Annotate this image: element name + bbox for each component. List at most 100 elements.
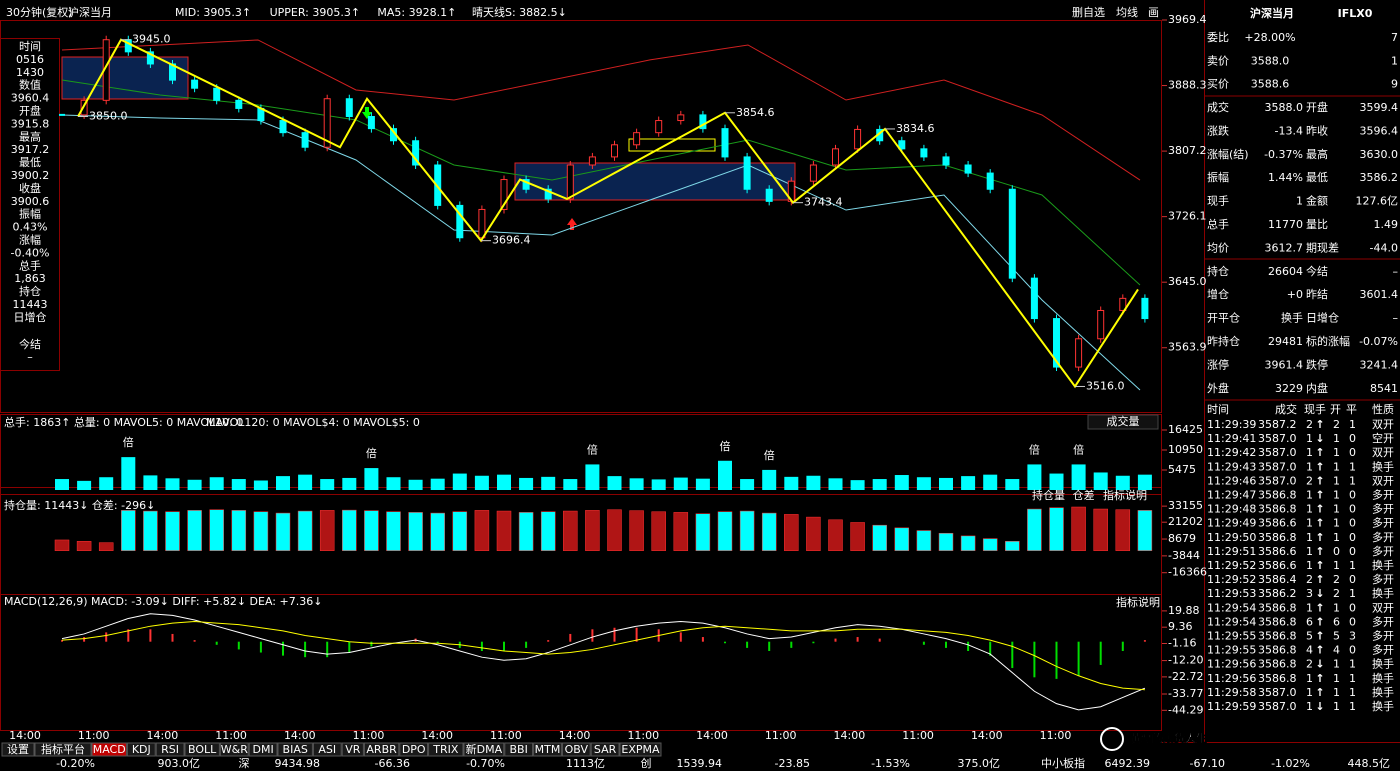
tab-bg[interactable] — [399, 742, 429, 757]
tab-bg[interactable] — [184, 742, 220, 757]
status-item: -0.20% — [56, 757, 95, 770]
y-tick-label: 3888.3 — [1168, 79, 1207, 92]
tab[interactable]: 新DMA — [466, 742, 503, 756]
quote-label: 涨停 — [1207, 357, 1229, 371]
volume-bar — [740, 479, 755, 490]
tick-close: 0 — [1349, 432, 1356, 445]
signal-arrow — [362, 107, 372, 119]
tab-bg[interactable] — [428, 742, 464, 757]
tab[interactable]: VR — [345, 743, 361, 756]
quote-label: 总手 — [1207, 217, 1229, 231]
tab-bg[interactable] — [91, 742, 127, 757]
tab-bg[interactable] — [1, 742, 35, 757]
quote-value: – — [1393, 312, 1399, 325]
quote-value: 换手 — [1281, 311, 1303, 325]
tick-direction: ↑ — [1315, 630, 1324, 643]
tab[interactable]: ARBR — [366, 743, 397, 756]
tab-bg[interactable] — [363, 742, 400, 757]
tab-bg[interactable] — [590, 742, 620, 757]
tab[interactable]: TRIX — [432, 743, 459, 756]
tick-open: 1 — [1333, 517, 1340, 530]
y-tick-label: 10950 — [1168, 443, 1203, 456]
panel-button[interactable]: 指标说明 — [1103, 488, 1147, 502]
x-tick-label: 14:00 — [971, 729, 1003, 742]
tab-bg[interactable] — [34, 742, 92, 757]
tab-bg[interactable] — [533, 742, 562, 757]
tab[interactable]: 设置 — [7, 743, 29, 756]
candle — [809, 164, 817, 182]
tab[interactable]: KDJ — [132, 743, 151, 756]
quote-label: 卖价 — [1207, 54, 1229, 67]
y-tick-label: 3563.9 — [1168, 341, 1207, 354]
tab[interactable]: MACD — [93, 743, 126, 756]
volume-annotation: 倍 — [366, 446, 377, 460]
tick-qty: 4 — [1306, 644, 1313, 657]
candle — [522, 179, 530, 190]
tick-type: 双开 — [1372, 601, 1394, 614]
quote-label: 昨收 — [1306, 123, 1328, 137]
tab-bg[interactable] — [504, 742, 534, 757]
quote-value: 26604 — [1268, 265, 1303, 278]
tab-bg[interactable] — [463, 742, 505, 757]
tick-type: 多开 — [1372, 530, 1394, 544]
x-tick-label: 14:00 — [834, 729, 866, 742]
tick-qty: 1 — [1306, 531, 1313, 544]
tick-close: 1 — [1349, 700, 1356, 713]
tab-bg[interactable] — [277, 742, 313, 757]
panel-button[interactable]: 持仓量 — [1032, 488, 1065, 502]
tick-qty: 6 — [1306, 615, 1313, 628]
tab[interactable]: ASI — [318, 743, 336, 756]
tick-time: 11:29:49 — [1207, 517, 1256, 530]
toolbar-button[interactable]: 删自选 — [1072, 6, 1105, 19]
tab-bg[interactable] — [561, 742, 591, 757]
tick-direction: ↑ — [1315, 446, 1324, 459]
toolbar-button[interactable]: 画 — [1148, 6, 1159, 19]
tab[interactable]: 指标平台 — [41, 742, 85, 756]
info-label: 开盘 — [19, 104, 41, 118]
volume-annotation: 倍 — [1029, 442, 1040, 456]
tick-open: 1 — [1333, 446, 1340, 459]
tab-bg[interactable] — [248, 742, 278, 757]
tab-bg[interactable] — [619, 742, 662, 757]
box — [628, 138, 716, 152]
panel-button[interactable]: 成交量 — [1107, 414, 1140, 428]
status-item: 448.5亿 — [1348, 757, 1391, 770]
panel-button[interactable]: 指标说明 — [1116, 595, 1160, 609]
panel-button[interactable]: 仓差 — [1073, 488, 1095, 502]
candle — [59, 113, 65, 116]
tab[interactable]: BIAS — [283, 743, 308, 756]
contract-name: 沪深当月 — [68, 5, 112, 19]
tab-bg[interactable] — [155, 742, 185, 757]
tab[interactable]: MTM — [535, 743, 561, 756]
tab-bg[interactable] — [312, 742, 342, 757]
tab[interactable]: SAR — [594, 743, 617, 756]
tab[interactable]: RSI — [161, 743, 179, 756]
macd-line — [61, 621, 1145, 691]
tick-open: 2 — [1333, 587, 1340, 600]
volume-bar — [1093, 472, 1108, 490]
tab[interactable]: W&R — [221, 743, 248, 756]
info-value: 3960.4 — [11, 92, 50, 105]
tick-price: 3586.8 — [1258, 503, 1297, 516]
tick-close: 0 — [1349, 517, 1356, 530]
tick-close: 1 — [1349, 474, 1356, 487]
tab-bg[interactable] — [219, 742, 249, 757]
x-tick-label: 11:00 — [1040, 729, 1072, 742]
tab[interactable]: OBV — [565, 743, 589, 756]
tab[interactable]: DMI — [252, 743, 273, 756]
candle — [345, 98, 353, 118]
tab[interactable]: EXPMA — [621, 743, 660, 756]
tab[interactable]: DPO — [402, 743, 426, 756]
status-item: -0.70% — [466, 757, 505, 770]
tick-open: 1 — [1333, 559, 1340, 572]
candle — [301, 132, 309, 148]
tab[interactable]: BOLL — [188, 743, 217, 756]
tab-bg[interactable] — [126, 742, 156, 757]
tab-bg[interactable] — [341, 742, 364, 757]
toolbar-button[interactable]: 均线 — [1116, 5, 1138, 19]
candle — [367, 116, 375, 130]
tick-price: 3587.0 — [1258, 460, 1297, 473]
volume-bar — [872, 479, 887, 490]
tab[interactable]: BBI — [510, 743, 528, 756]
status-item: 903.0亿 — [158, 757, 201, 770]
